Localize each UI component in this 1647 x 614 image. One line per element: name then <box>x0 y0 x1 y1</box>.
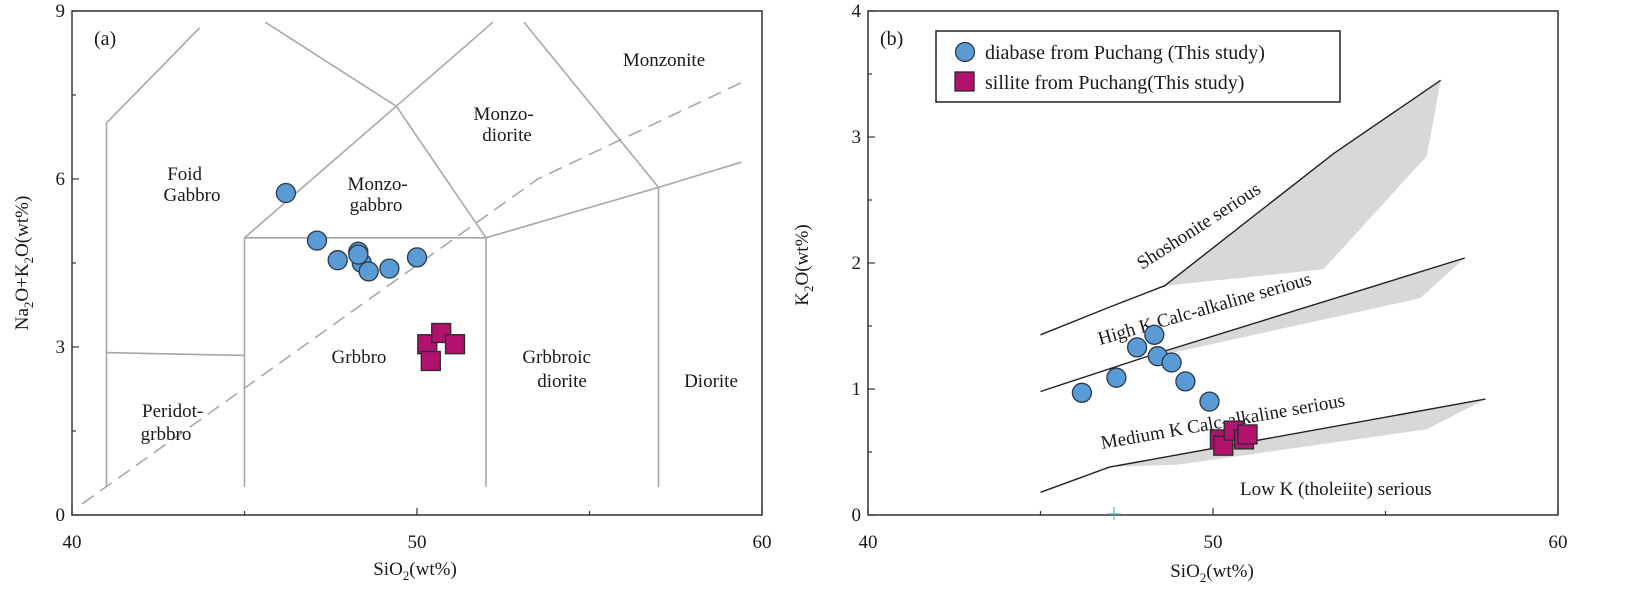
field-diorite: Diorite <box>684 371 738 392</box>
field-foid-gabbro: Foid Gabbro <box>164 164 221 206</box>
diabase-point <box>306 230 328 251</box>
field-gabbro: Grbbro <box>332 347 387 368</box>
diabase-point <box>1071 382 1093 403</box>
field-boundary-line-0 <box>1040 79 1442 336</box>
y-tick-label: 9 <box>56 1 66 22</box>
diabase-point <box>1106 367 1127 388</box>
field-boundary-line-0 <box>105 27 201 487</box>
field-peridot-gabbro: Peridot- grbbro <box>141 401 208 445</box>
diabase-point <box>348 244 369 265</box>
field-monzodiorite: Monzo- diorite <box>474 104 539 146</box>
diabase-point <box>275 182 297 204</box>
panel-b-ticks: 40 50 60 0 1 2 3 4 <box>852 1 1568 553</box>
diabase-point <box>379 258 400 279</box>
field-monzogabbro: Monzo- gabbro <box>348 174 413 216</box>
legend-item-diabase: diabase from Puchang (This study) <box>954 41 1265 64</box>
panel-a-x-axis-label: SiO2(wt%) <box>373 559 457 583</box>
panel-b-label: (b) <box>880 28 903 50</box>
field-boundary-line-1 <box>1040 257 1466 393</box>
field-boundary-line-2 <box>243 237 487 487</box>
y-tick-label: 3 <box>56 337 66 358</box>
panel-a-points <box>275 182 466 372</box>
sillite-point <box>1213 435 1234 456</box>
y-tick-label: 6 <box>56 169 66 190</box>
panel-b-x-axis-label: SiO2(wt%) <box>1170 561 1254 585</box>
diabase-point <box>1175 371 1196 392</box>
panel-a-ticks: 40 50 60 0 3 6 9 <box>56 1 772 553</box>
field-gabbroic-diorite: Grbbroic diorite <box>522 347 595 392</box>
sillite-point <box>444 334 466 355</box>
field-boundary-line-4 <box>264 21 487 239</box>
panel-a-label: (a) <box>94 28 116 50</box>
x-tick-label: 50 <box>408 532 427 553</box>
legend-label-diabase: diabase from Puchang (This study) <box>985 42 1265 64</box>
y-tick-label: 1 <box>852 379 862 400</box>
panel-a-y-axis-label: Na2O+K2O(wt%) <box>12 196 36 331</box>
diabase-point <box>1144 324 1165 345</box>
diabase-point <box>1161 352 1182 373</box>
diabase-point <box>1199 391 1220 412</box>
x-tick-label: 60 <box>753 532 772 553</box>
legend-label-sillite: sillite from Puchang(This study) <box>985 72 1244 94</box>
diabase-point <box>1126 337 1148 358</box>
panel-b-y-axis-label: K2O(wt%) <box>792 224 816 305</box>
sillite-point <box>1237 424 1258 445</box>
panel-a: 40 50 60 0 3 6 9 (a) Foid Gabbro Monzo- gabbro… <box>12 1 772 583</box>
y-tick-label: 2 <box>852 253 862 274</box>
legend: diabase from Puchang (This study) sillit… <box>935 30 1341 103</box>
origin-cross-mark <box>1107 507 1121 520</box>
legend-box <box>935 30 1341 103</box>
x-tick-label: 50 <box>1204 532 1223 553</box>
field-boundary-line-2 <box>1040 398 1486 493</box>
field-boundary-line-5 <box>485 161 742 239</box>
y-tick-label: 0 <box>56 505 66 526</box>
panel-b-points <box>1071 324 1258 456</box>
series-label-low-k: Low K (tholeiite) serious <box>1240 479 1432 500</box>
field-monzonite: Monzonite <box>623 50 705 71</box>
diabase-point <box>358 261 379 282</box>
panel-b-boundaries <box>1040 79 1486 493</box>
legend-item-sillite: sillite from Puchang(This study) <box>954 71 1244 94</box>
x-tick-label: 40 <box>859 532 878 553</box>
diabase-point <box>327 250 348 271</box>
field-boundary-line-1 <box>106 351 245 357</box>
legend-square-marker <box>954 71 975 92</box>
y-tick-label: 0 <box>852 505 862 526</box>
shaded-band-0 <box>1164 80 1441 286</box>
y-tick-label: 3 <box>852 127 862 148</box>
legend-circle-marker <box>954 41 976 63</box>
alkaline-divider-dashed-line <box>81 80 746 505</box>
diabase-point <box>406 247 428 268</box>
field-boundary-line-7 <box>523 21 660 188</box>
x-tick-label: 40 <box>63 532 82 553</box>
sillite-point <box>420 350 441 372</box>
y-tick-label: 4 <box>852 1 862 22</box>
x-tick-label: 60 <box>1549 532 1568 553</box>
